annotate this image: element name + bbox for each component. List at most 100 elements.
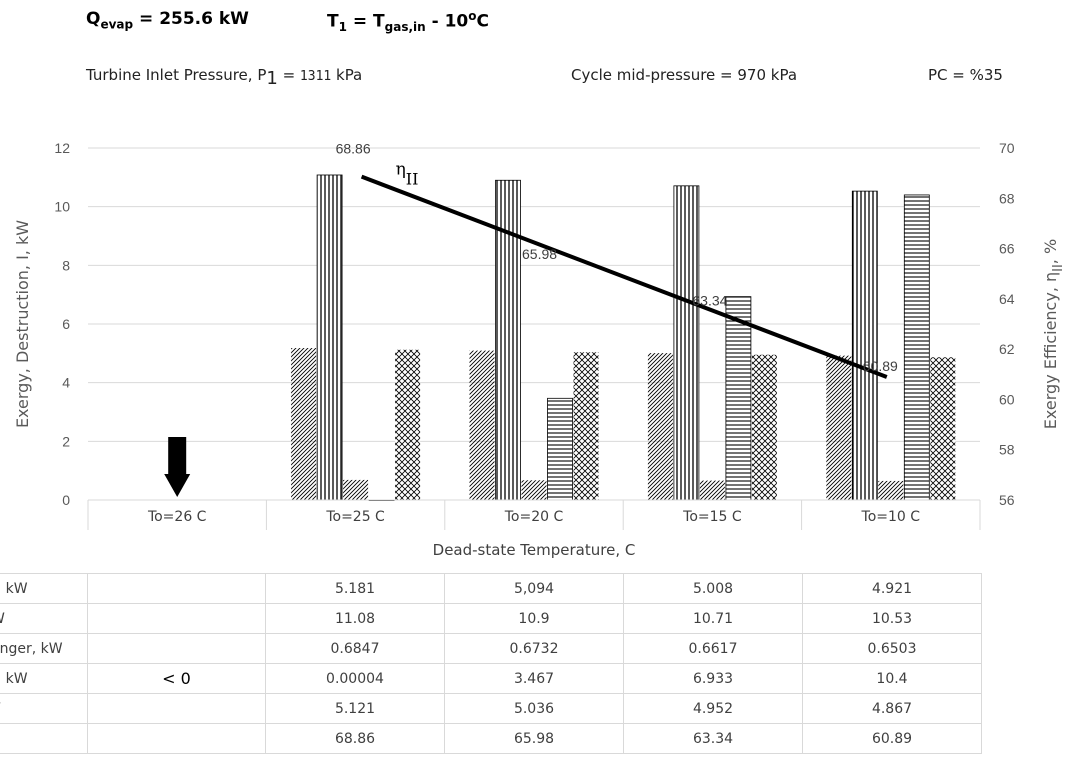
table-cell: 0.6503 bbox=[802, 633, 982, 664]
row-label bbox=[0, 723, 88, 754]
x-tick-label: To=20 C bbox=[504, 509, 564, 525]
turbine-inlet-temperature-label: T1 = Tgas,in - 10oC bbox=[327, 9, 489, 35]
down-arrow-icon bbox=[164, 437, 191, 497]
bar bbox=[343, 479, 369, 500]
efficiency-data-label: 63.34 bbox=[692, 292, 727, 308]
bar bbox=[291, 348, 317, 500]
table-row: 68.86 65.98 63.34 60.89 bbox=[0, 723, 982, 754]
efficiency-line-group bbox=[360, 174, 888, 379]
y2-tick-label: 62 bbox=[999, 341, 1015, 357]
bar bbox=[930, 357, 956, 500]
bar bbox=[725, 296, 752, 501]
table-cell: 5.036 bbox=[444, 693, 624, 724]
table-cell: 0.00004 bbox=[265, 663, 445, 694]
bar bbox=[316, 174, 343, 501]
chart-axes bbox=[87, 437, 981, 530]
table-cell: 10.4 bbox=[802, 663, 982, 694]
y-tick-label: 2 bbox=[62, 433, 70, 449]
bar bbox=[673, 185, 700, 501]
x-axis-title: Dead-state Temperature, C bbox=[433, 541, 636, 559]
bar bbox=[751, 354, 777, 500]
bar bbox=[547, 397, 573, 501]
table-cell: 4.921 bbox=[802, 573, 982, 604]
table-cell bbox=[87, 633, 266, 664]
row-label: W bbox=[0, 603, 88, 634]
x-tick-label: To=15 C bbox=[682, 509, 742, 525]
bar bbox=[647, 353, 673, 500]
row-label: anger, kW bbox=[0, 633, 88, 664]
evaporator-heat-label: Qevap = 255.6 kW bbox=[86, 9, 249, 32]
y2-tick-label: 70 bbox=[999, 140, 1015, 156]
table-cell: 10.9 bbox=[444, 603, 624, 634]
turbine-inlet-pressure-label: Turbine Inlet Pressure, P1 = 1311 kPa bbox=[86, 66, 363, 89]
table-cell bbox=[87, 573, 266, 604]
x-tick-label: To=10 C bbox=[861, 509, 921, 525]
row-label: r, kW bbox=[0, 663, 88, 694]
table-cell: 3.467 bbox=[444, 663, 624, 694]
efficiency-data-label: 60.89 bbox=[863, 358, 898, 374]
bar bbox=[851, 190, 878, 501]
table-cell: 60.89 bbox=[802, 723, 982, 754]
bar bbox=[521, 480, 547, 500]
bar bbox=[469, 350, 495, 500]
y2-tick-label: 64 bbox=[999, 291, 1015, 307]
x-tick-label: To=26 C bbox=[147, 509, 207, 525]
table-cell: 10.53 bbox=[802, 603, 982, 634]
y2-tick-label: 60 bbox=[999, 391, 1015, 407]
bar bbox=[903, 194, 930, 501]
table-cell: 5.008 bbox=[623, 573, 803, 604]
efficiency-line bbox=[360, 174, 888, 379]
table-cell: 63.34 bbox=[623, 723, 803, 754]
bar bbox=[878, 480, 904, 500]
table-cell bbox=[87, 723, 266, 754]
y-tick-label: 8 bbox=[62, 257, 70, 273]
efficiency-data-label: 65.98 bbox=[522, 246, 557, 262]
bar bbox=[826, 355, 852, 500]
table-cell: 5,094 bbox=[444, 573, 624, 604]
table-cell: 0.6847 bbox=[265, 633, 445, 664]
row-label: r, kW bbox=[0, 573, 88, 604]
efficiency-data-label: 68.86 bbox=[336, 141, 371, 157]
table-cell: 0.6732 bbox=[444, 633, 624, 664]
y2-tick-label: 56 bbox=[999, 492, 1015, 508]
table-cell: 10.71 bbox=[623, 603, 803, 634]
table-cell: 6.933 bbox=[623, 663, 803, 694]
y-tick-label: 4 bbox=[62, 375, 70, 391]
y-tick-label: 6 bbox=[62, 316, 70, 332]
table-cell: 68.86 bbox=[265, 723, 445, 754]
table-cell: 4.867 bbox=[802, 693, 982, 724]
table-cell: 11.08 bbox=[265, 603, 445, 634]
x-tick-label: To=25 C bbox=[325, 509, 385, 525]
y2-tick-label: 66 bbox=[999, 241, 1015, 257]
chart-bars bbox=[291, 174, 956, 501]
row-label: V bbox=[0, 693, 88, 724]
cycle-mid-pressure-label: Cycle mid-pressure = 970 kPa bbox=[571, 66, 798, 84]
table-cell bbox=[87, 693, 266, 724]
y2-axis-title: Exergy Efficiency, ηII, % bbox=[1041, 239, 1066, 429]
y-tick-label: 10 bbox=[54, 199, 70, 215]
bar bbox=[699, 480, 725, 500]
table-cell: 5.181 bbox=[265, 573, 445, 604]
table-cell: 5.121 bbox=[265, 693, 445, 724]
bar bbox=[395, 349, 421, 500]
pressure-ratio-label: PC = %35 bbox=[928, 66, 1003, 84]
y2-tick-label: 68 bbox=[999, 190, 1015, 206]
y2-tick-label: 58 bbox=[999, 442, 1015, 458]
table-cell: < 0 bbox=[87, 663, 266, 694]
bar bbox=[573, 352, 599, 500]
table-cell: 0.6617 bbox=[623, 633, 803, 664]
y-tick-label: 0 bbox=[62, 492, 70, 508]
y-tick-label: 12 bbox=[54, 140, 70, 156]
table-cell bbox=[87, 603, 266, 634]
efficiency-line-label: ηII bbox=[396, 160, 419, 189]
table-cell: 4.952 bbox=[623, 693, 803, 724]
y-axis-title: Exergy, Destruction, I, kW bbox=[13, 220, 32, 428]
